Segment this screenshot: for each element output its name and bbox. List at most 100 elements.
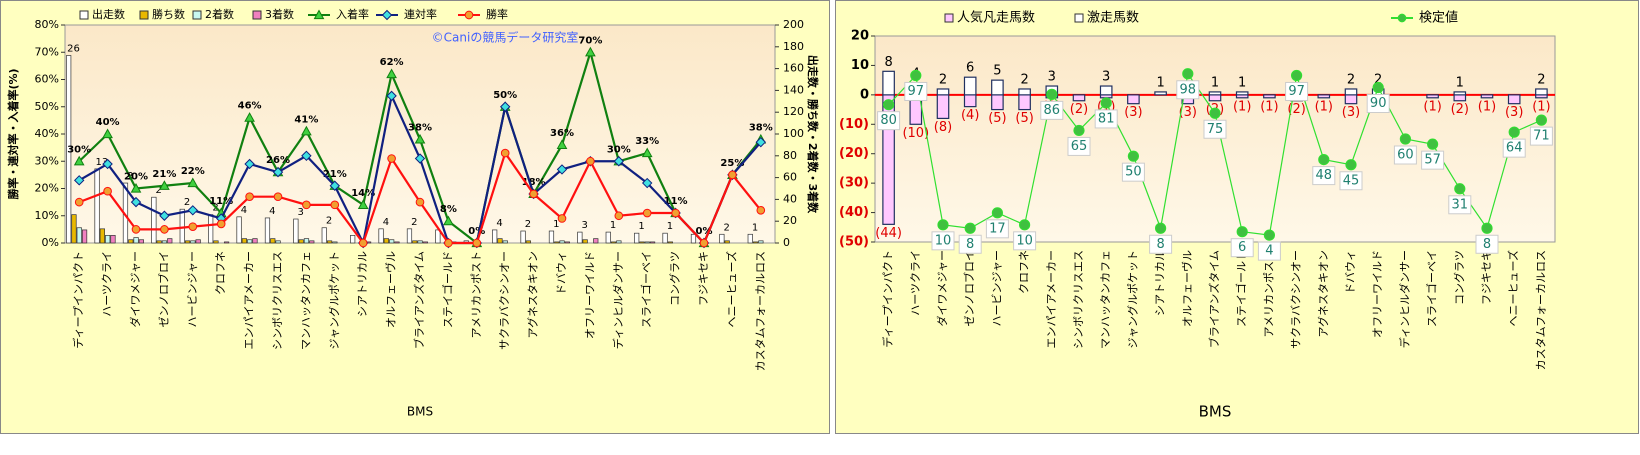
marker-circle: [1182, 68, 1194, 80]
marker-circle: [245, 192, 254, 202]
x-tick-label: ヘニーヒューズ: [724, 251, 738, 327]
marker-circle: [415, 197, 425, 207]
bar: [644, 241, 650, 244]
bar: [634, 232, 640, 244]
value-label-box: [1067, 136, 1091, 156]
bar: [383, 238, 389, 244]
bar-label: (44): [875, 226, 902, 241]
marker-triangle: [159, 180, 170, 190]
bar: [963, 76, 977, 96]
value-label: 38%: [749, 122, 773, 133]
bar: [1154, 91, 1167, 96]
value-label-box: [1257, 241, 1281, 261]
marker-triangle: [102, 128, 113, 139]
y2-tick-label: 80: [783, 149, 797, 162]
marker-circle: [883, 99, 895, 111]
marker-diamond: [381, 9, 393, 21]
bar: [593, 238, 599, 244]
bar: [1453, 94, 1467, 102]
bar: [582, 239, 588, 244]
marker-circle: [964, 222, 976, 234]
value-label: 38%: [408, 122, 432, 133]
marker-circle: [387, 154, 396, 163]
bar-label: 6: [966, 61, 974, 76]
x-tick-label: オルフェーヴル: [384, 251, 398, 328]
value-label-box: [904, 81, 928, 101]
bar-label: 3: [582, 220, 588, 231]
value-label-box: [1176, 80, 1200, 100]
marker-circle: [557, 214, 567, 223]
x-tick-label: ディープインパクト: [71, 251, 85, 349]
marker-circle: [358, 238, 368, 248]
x-tick-label: マンハッタンカフェ: [1099, 250, 1112, 349]
marker-circle: [1397, 13, 1407, 23]
y2-tick-label: 20: [783, 214, 797, 227]
x-axis-title: BMS: [407, 405, 433, 419]
y2-tick-label: 40: [783, 192, 797, 205]
x-tick-label: ヘニーヒューズ: [1506, 250, 1520, 326]
bar: [190, 240, 196, 244]
x-tick-label: カスタムフォーカルロス: [1534, 250, 1547, 370]
value-label-box: [1502, 138, 1526, 158]
marker-circle: [699, 238, 709, 248]
legend-swatch: [944, 13, 954, 23]
marker-circle: [1535, 114, 1548, 126]
bar: [1344, 94, 1358, 105]
value-label: 31: [1452, 197, 1469, 212]
value-label: 86: [1044, 103, 1061, 118]
x-tick-label: サクラバクシンオー: [498, 251, 511, 350]
value-label: 46%: [238, 101, 262, 112]
marker-circle: [1399, 133, 1412, 145]
marker-circle: [1155, 222, 1167, 234]
y2-tick-label: 200: [783, 18, 804, 31]
x-tick-label: アメリカンポスト: [1262, 250, 1275, 337]
x-tick-label: ブライアンズタイム: [1207, 250, 1221, 348]
bar-label: 4: [241, 205, 247, 216]
bar-label: (1): [1315, 99, 1333, 114]
value-label: 80: [880, 113, 897, 128]
bar-label: 2: [1537, 72, 1545, 87]
marker-circle: [1209, 107, 1221, 119]
marker-circle: [464, 10, 474, 20]
y-tick-label: 20%: [35, 182, 59, 195]
marker-circle: [1372, 81, 1384, 94]
marker-triangle: [556, 139, 568, 149]
x-tick-label: コングラツ: [1452, 250, 1466, 305]
marker-triangle: [244, 112, 255, 122]
bar: [554, 241, 560, 244]
x-tick-label: シンボリクリスエス: [1072, 250, 1085, 349]
x-tick-label: オフリーワイルド: [1371, 250, 1384, 338]
bar: [758, 240, 764, 244]
x-tick-label: シアトリカル: [1154, 250, 1167, 316]
bar-label: 2: [411, 217, 417, 228]
value-label: 8: [966, 237, 974, 252]
bar-label: 13: [96, 157, 109, 168]
value-label: 45: [1343, 173, 1360, 188]
marker-diamond: [386, 90, 397, 102]
x-tick-label: シアトリカル: [356, 251, 369, 317]
value-label: 17: [989, 221, 1006, 236]
x-tick-label: ディンヒルダンサー: [611, 251, 625, 349]
marker-circle: [330, 200, 340, 210]
legend-label: 入着率: [336, 7, 369, 21]
value-label: 36%: [550, 128, 574, 139]
value-label: 30%: [67, 144, 91, 155]
value-label: 40%: [96, 117, 120, 128]
bar: [639, 241, 645, 244]
bar: [1018, 94, 1031, 111]
marker-circle: [160, 225, 169, 234]
marker-triangle: [313, 9, 325, 20]
bar: [564, 241, 570, 244]
x-tick-label: アメリカンポスト: [470, 251, 483, 338]
bar: [179, 208, 185, 244]
bar-label: (4): [961, 108, 979, 123]
bar-label: 4: [269, 206, 275, 217]
value-label-box: [1121, 162, 1145, 182]
bar: [649, 241, 656, 244]
bar: [293, 218, 299, 244]
x-tick-label: アグネスタキオン: [526, 251, 540, 338]
marker-circle: [216, 219, 226, 229]
value-label: 0%: [468, 226, 485, 237]
bar-label: 1: [1238, 75, 1246, 90]
legend-swatch: [192, 10, 202, 20]
